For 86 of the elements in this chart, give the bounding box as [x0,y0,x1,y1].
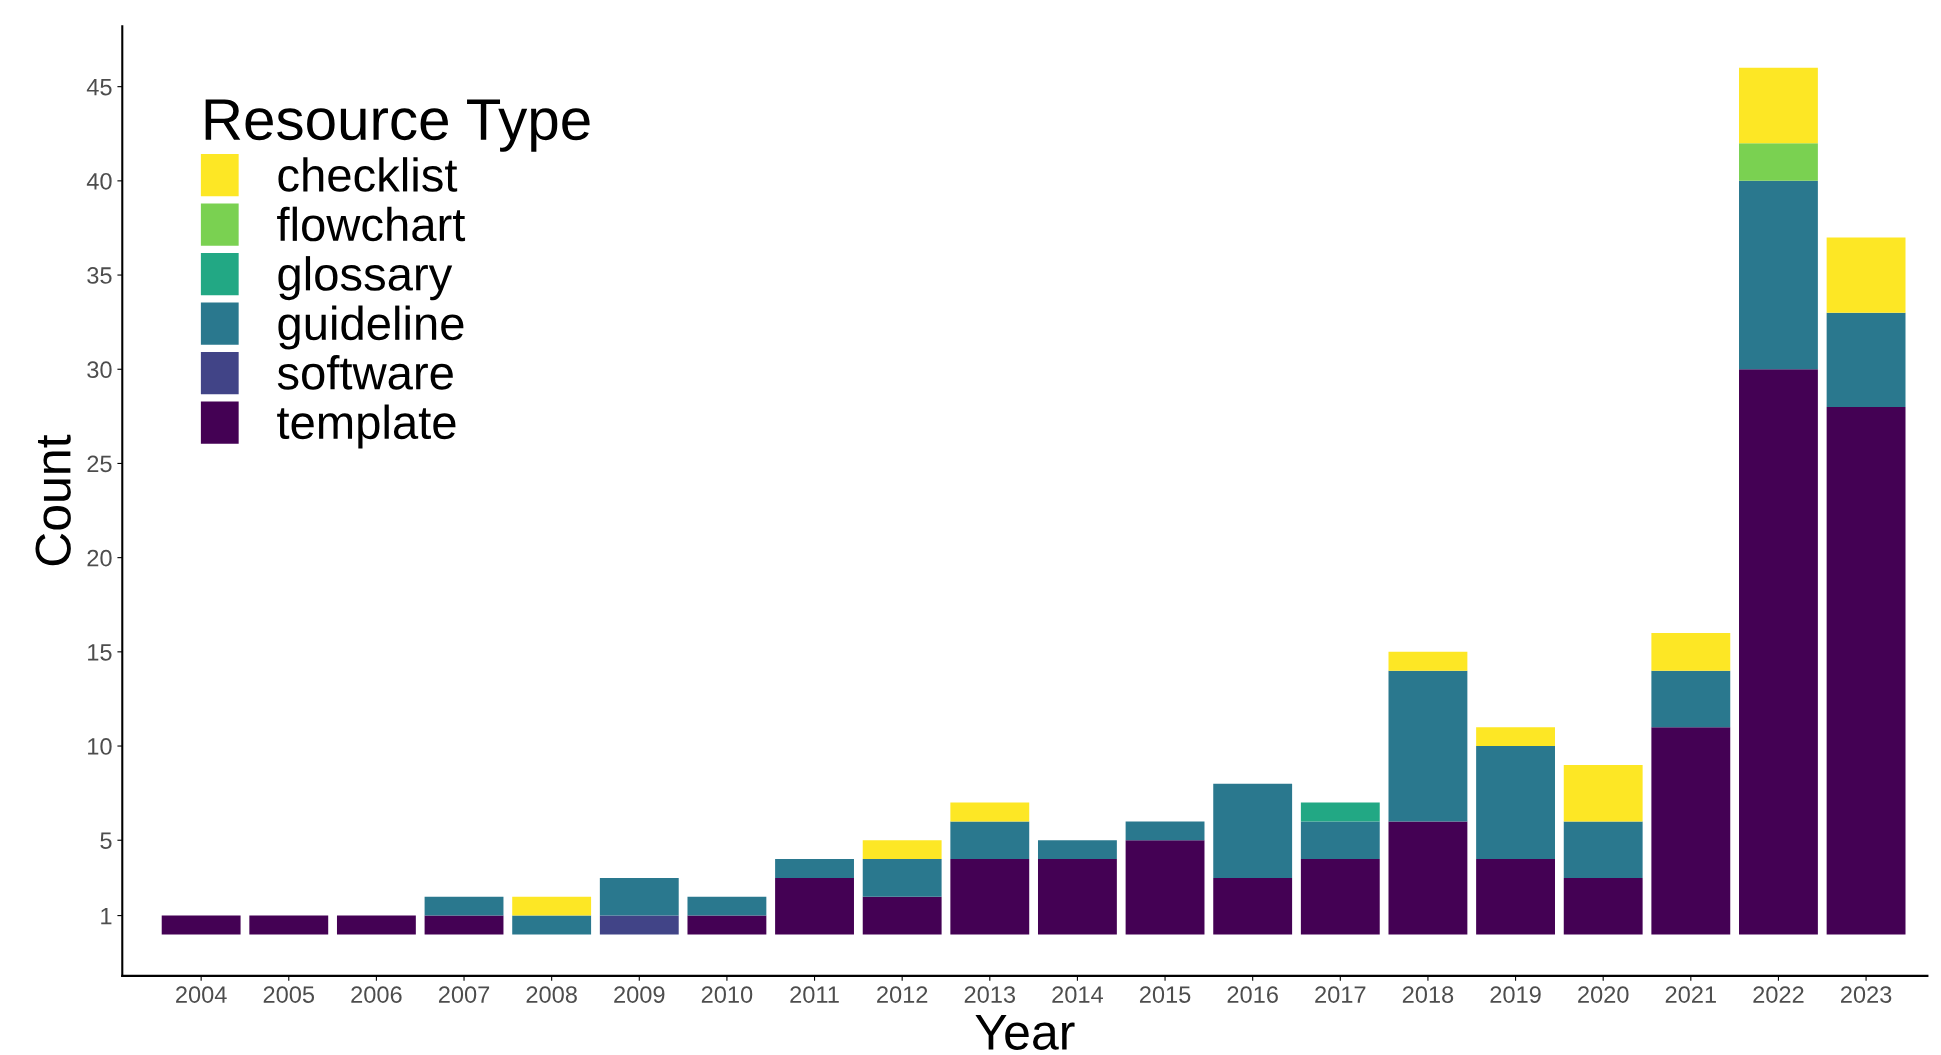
bar [775,877,854,935]
y-tick-label: 25 [87,455,112,473]
legend-label: software [277,355,453,390]
bar [161,915,241,935]
bar [950,821,1030,860]
bar [1476,859,1555,935]
bar [1388,670,1468,822]
bar [1300,859,1380,935]
bar [1300,802,1380,822]
y-tick-label: 1 [101,907,112,925]
x-tick-label: 2018 [1402,986,1454,1003]
x-tick-label: 2006 [351,986,402,1003]
x-tick-label: 2021 [1665,986,1716,1003]
bar [249,915,329,935]
bar [862,896,942,935]
legend-label: template [277,404,456,449]
x-tick-label: 2016 [1227,986,1278,1003]
x-tick-label: 2007 [438,986,490,1003]
x-tick-label: 2008 [526,986,577,1003]
x-tick-label: 2011 [790,986,839,1003]
legend-label: guideline [278,305,464,350]
bar [1037,859,1117,935]
x-tick-label: 2014 [1052,986,1103,1003]
bar [775,859,854,878]
x-axis-title: Year [975,1015,1075,1050]
y-tick-label: 45 [86,78,112,96]
bar [1125,840,1205,935]
bar [336,915,416,935]
bar [1739,369,1818,935]
x-tick-label: 2015 [1139,986,1191,1003]
bar [1213,783,1293,878]
x-tick-label: 2010 [701,986,753,1003]
bar [1563,821,1643,878]
bar [1037,840,1117,860]
bar [862,859,942,897]
x-tick-label: 2022 [1753,986,1804,1003]
x-tick-label: 2019 [1490,986,1541,1003]
bar [512,896,592,916]
bar [1213,877,1293,935]
bar [862,840,942,860]
bar [1651,670,1731,728]
bar [1388,821,1468,935]
bar [424,915,504,935]
bar [687,915,767,935]
bar [424,896,504,916]
bar [1739,180,1818,370]
bar [1388,651,1468,671]
x-tick-label: 2023 [1841,986,1892,1003]
bar [1826,312,1906,407]
x-tick-label: 2005 [263,986,315,1003]
bar [1563,877,1643,935]
bar [1739,143,1818,181]
x-tick-label: 2012 [877,986,928,1003]
y-tick-label: 5 [100,832,112,850]
x-tick-label: 2013 [964,986,1016,1003]
bar [599,877,679,916]
y-tick-label: 30 [87,361,112,379]
bar [950,802,1030,822]
bar [1651,633,1731,671]
legend-label: glossary [278,256,453,301]
bar [1826,406,1906,935]
bar [599,915,679,935]
bar [512,915,592,935]
y-tick-label: 20 [87,549,112,567]
legend-label: checklist [278,157,458,192]
bar [1563,764,1643,822]
bar [1300,821,1380,860]
x-tick-label: 2004 [176,986,227,1003]
x-tick-label: 2017 [1315,986,1366,1003]
x-tick-label: 2020 [1578,986,1629,1003]
y-tick-label: 10 [88,738,112,755]
bar [1476,746,1555,860]
legend-title: Resource Type [205,99,590,152]
bar [1826,237,1906,313]
bar [1476,727,1555,747]
y-tick-label: 35 [87,267,112,284]
bar [1125,821,1205,841]
y-tick-label: 40 [86,172,112,190]
bar [1651,727,1731,935]
bar [1739,67,1818,144]
x-tick-label: 2009 [614,986,665,1003]
y-axis-title: Count [35,434,71,566]
legend-label: flowchart [277,206,466,242]
bar [950,859,1030,935]
bar [687,896,767,916]
y-tick-label: 15 [88,644,112,661]
